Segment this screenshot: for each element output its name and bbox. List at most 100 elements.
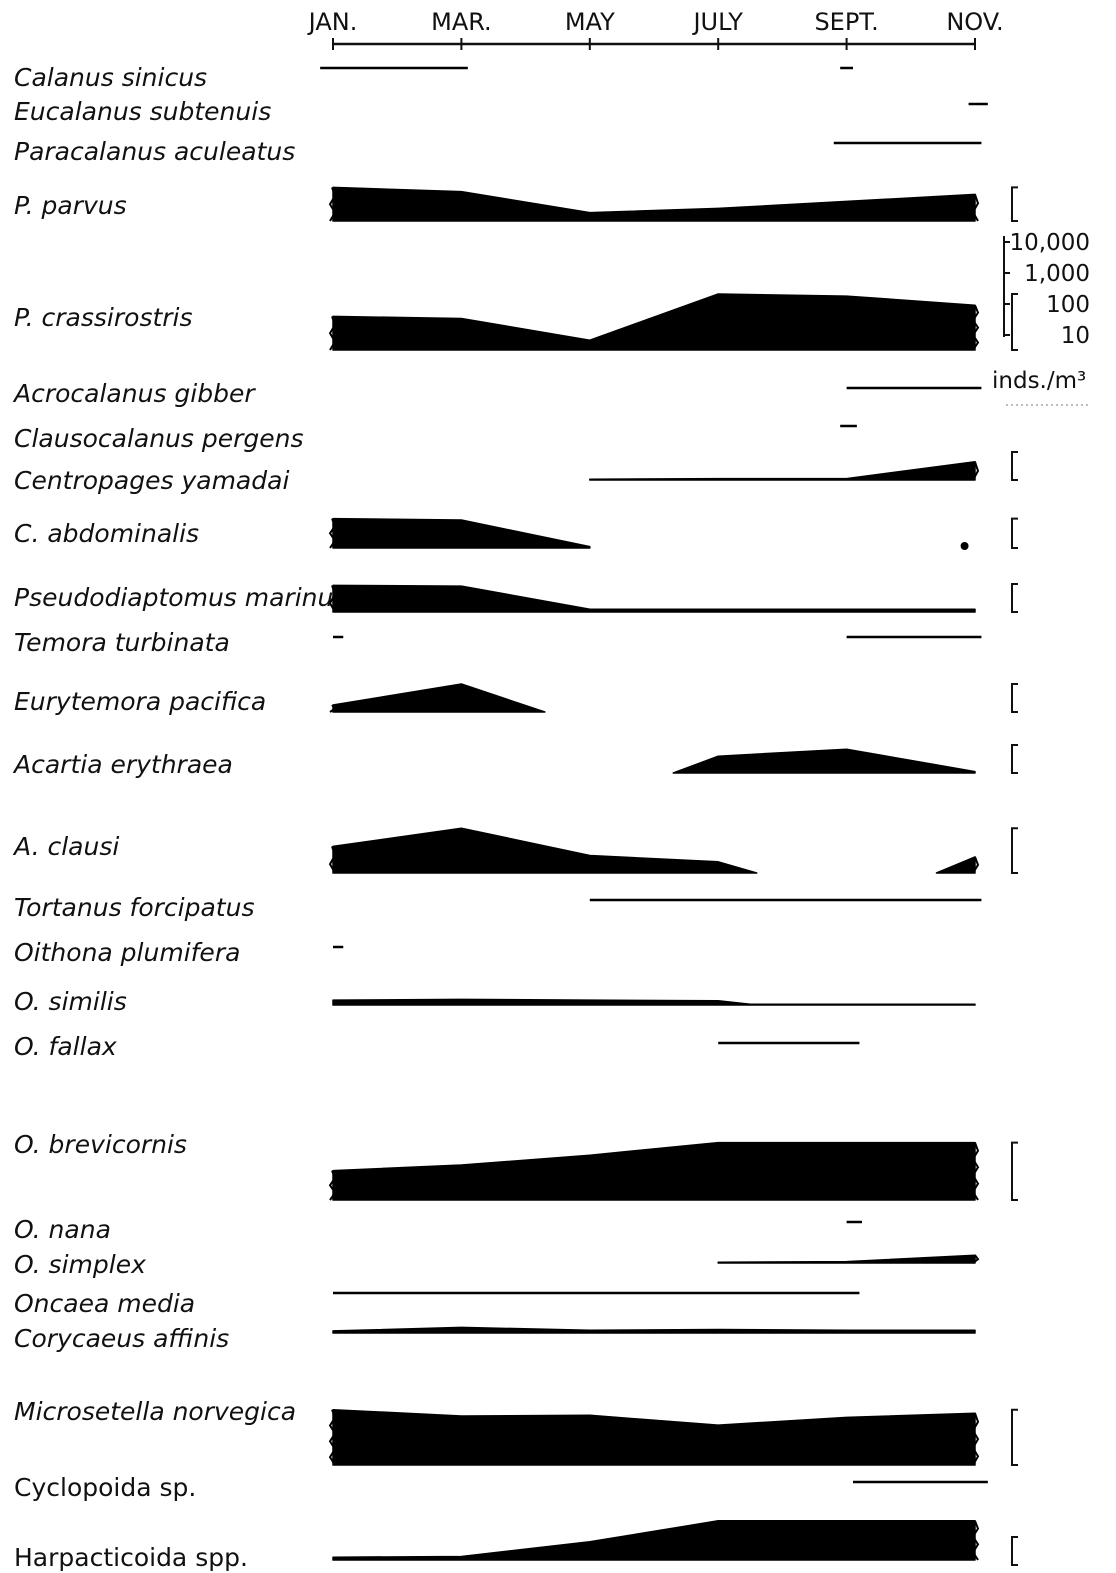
series-pseudodiaptomus-marinus: Pseudodiaptomus marinus (14, 583, 976, 613)
area-edge-o-simplex (972, 1254, 980, 1264)
series-o-fallax: O. fallax (14, 1032, 860, 1061)
scale-bar-p-crassirostris (1011, 293, 1018, 351)
series-temora-turbinata: Temora turbinata (14, 628, 982, 657)
scale-bar-acartia-erythraea (1011, 744, 1018, 774)
series-centropages-yamadai: Centropages yamadai (14, 461, 980, 495)
area-edge-p-crassirostris (971, 304, 980, 351)
month-label-may: MAY (565, 8, 615, 36)
area-start-p-parvus (328, 187, 337, 222)
abundance-area-o-brevicornis (332, 1141, 976, 1201)
abundance-area-c-abdominalis (332, 517, 591, 549)
series-p-crassirostris: P. crassirostris (14, 293, 980, 351)
series-o-simplex: O. simplex (14, 1250, 980, 1279)
area-start-eurytemora-pacifica (329, 704, 337, 713)
scale-label-1: 1,000 (1024, 261, 1090, 287)
month-label-mar: MAR. (431, 8, 492, 36)
scale-bar-pseudodiaptomus-marinus (1011, 583, 1018, 613)
abundance-area-centropages-yamadai (589, 461, 976, 481)
species-label-microsetella-norvegica: Microsetella norvegica (14, 1397, 296, 1426)
area-start-c-abdominalis (328, 518, 337, 549)
species-label-a-clausi: A. clausi (12, 832, 119, 861)
series-acartia-erythraea: Acartia erythraea (12, 748, 976, 779)
species-label-harpacticoida-spp: Harpacticoida spp. (14, 1543, 248, 1572)
species-label-oithona-plumifera: Oithona plumifera (14, 938, 240, 967)
species-label-corycaeus-affinis: Corycaeus affinis (14, 1324, 229, 1353)
month-axis: JAN. MAR. MAY JULY SEPT. NOV. (307, 8, 1004, 50)
scale-label-0: 10,000 (1010, 230, 1090, 256)
series-tortanus-forcipatus: Tortanus forcipatus (14, 893, 982, 922)
scale-bar-p-parvus (1011, 186, 1018, 222)
series-a-clausi: A. clausi (12, 827, 980, 874)
series-p-parvus: P. parvus (14, 186, 980, 222)
abundance-area-pseudodiaptomus-marinus (332, 584, 976, 613)
species-label-centropages-yamadai: Centropages yamadai (14, 466, 289, 495)
abundance-area-acartia-erythraea (672, 748, 976, 774)
area-edge-p-parvus (971, 194, 980, 222)
abundance-area-p-crassirostris (332, 293, 976, 351)
species-label-o-similis: O. similis (14, 987, 127, 1016)
series-eurytemora-pacifica: Eurytemora pacifica (14, 683, 546, 716)
abundance-area-microsetella-norvegica (332, 1408, 976, 1466)
area-edge-harpacticoida-spp (971, 1520, 980, 1561)
area-start-o-brevicornis (328, 1170, 337, 1201)
data-point-c-abdominalis-extra (960, 542, 969, 550)
area-edge-o-brevicornis (971, 1142, 980, 1201)
species-label-acartia-erythraea: Acartia erythraea (12, 750, 233, 779)
species-label-p-crassirostris: P. crassirostris (14, 303, 193, 332)
species-label-o-brevicornis: O. brevicornis (14, 1130, 187, 1159)
series-eucalanus-subtenuis: Eucalanus subtenuis (14, 97, 988, 126)
area-start-pseudodiaptomus-marinus (328, 585, 337, 613)
series-corycaeus-affinis: Corycaeus affinis (14, 1324, 976, 1353)
scale-bar-harpacticoida-spp (1011, 1536, 1018, 1566)
abundance-area-harpacticoida-spp (332, 1520, 976, 1561)
scale-bar-eurytemora-pacifica (1011, 683, 1018, 713)
species-label-c-abdominalis: C. abdominalis (14, 519, 199, 548)
area-edge-microsetella-norvegica (971, 1412, 980, 1466)
series-acrocalanus-gibber: Acrocalanus gibber (12, 379, 982, 408)
scale-unit-label: inds./m³ (992, 368, 1086, 394)
series-o-brevicornis: O. brevicornis (14, 1130, 980, 1201)
series-microsetella-norvegica: Microsetella norvegica (14, 1397, 980, 1466)
series-o-nana: O. nana (14, 1215, 863, 1244)
series-oncaea-media: Oncaea media (14, 1289, 860, 1318)
area-start-a-clausi (328, 846, 337, 874)
series-clausocalanus-pergens: Clausocalanus pergens (14, 424, 857, 453)
abundance-area-o-simplex (717, 1254, 976, 1264)
area-start-p-crassirostris (328, 316, 337, 351)
species-label-acrocalanus-gibber: Acrocalanus gibber (12, 379, 256, 408)
month-label-sept: SEPT. (814, 8, 878, 36)
scale-bar-o-brevicornis (1011, 1141, 1018, 1201)
scale-label-3: 10 (1061, 323, 1090, 349)
species-series: Calanus sinicus Eucalanus subtenuis Paraca… (12, 63, 988, 1572)
series-paracalanus-aculeatus: Paracalanus aculeatus (14, 137, 982, 166)
area-start-microsetella-norvegica (328, 1409, 337, 1466)
species-label-p-parvus: P. parvus (14, 191, 127, 220)
species-label-paracalanus-aculeatus: Paracalanus aculeatus (14, 137, 295, 166)
scale-label-2: 100 (1046, 292, 1090, 318)
scale-bar-microsetella-norvegica (1011, 1408, 1018, 1466)
species-label-o-nana: O. nana (14, 1215, 111, 1244)
series-harpacticoida-spp: Harpacticoida spp. (14, 1520, 980, 1572)
species-label-eurytemora-pacifica: Eurytemora pacifica (14, 687, 266, 716)
species-label-o-simplex: O. simplex (14, 1250, 146, 1279)
scale-bar-a-clausi (1011, 827, 1018, 874)
scale-bar-c-abdominalis (1011, 517, 1018, 549)
species-label-tortanus-forcipatus: Tortanus forcipatus (14, 893, 254, 922)
series-cyclopoida-sp: Cyclopoida sp. (14, 1473, 988, 1502)
abundance-area-corycaeus-affinis (332, 1326, 976, 1334)
species-label-temora-turbinata: Temora turbinata (14, 628, 230, 657)
species-label-oncaea-media: Oncaea media (14, 1289, 195, 1318)
abundance-area-eurytemora-pacifica (332, 683, 546, 713)
series-oithona-plumifera: Oithona plumifera (14, 938, 344, 967)
species-label-clausocalanus-pergens: Clausocalanus pergens (14, 424, 304, 453)
area-edge-a-clausi-b (972, 856, 980, 874)
abundance-scale: 10,000 1,000 100 10 inds./m³ (992, 186, 1090, 1566)
species-label-eucalanus-subtenuis: Eucalanus subtenuis (14, 97, 271, 126)
month-label-nov: NOV. (946, 8, 1003, 36)
species-label-cyclopoida-sp: Cyclopoida sp. (14, 1473, 196, 1502)
abundance-area-o-similis (332, 998, 976, 1006)
abundance-area-a-clausi-b (935, 856, 976, 874)
abundance-area-p-parvus (332, 186, 976, 222)
